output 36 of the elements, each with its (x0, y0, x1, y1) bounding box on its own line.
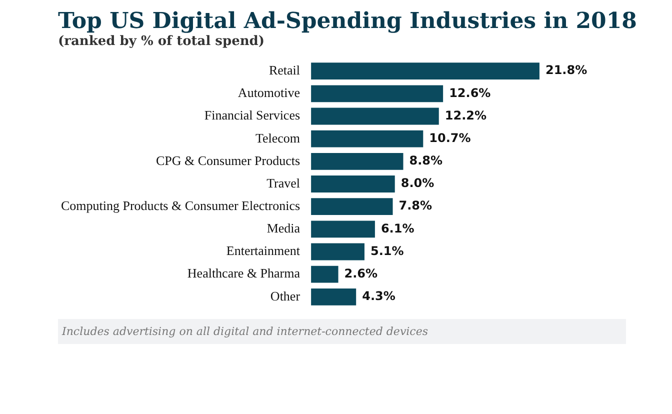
y-tick-label: Travel (266, 175, 300, 190)
bar (311, 85, 444, 102)
chart-title: Top US Digital Ad-Spending Industries in 2018 (58, 8, 638, 34)
data-label: 2.6% (344, 266, 378, 280)
y-tick-label: Computing Products & Consumer Electronics (60, 198, 300, 214)
y-tick-label: Media (266, 220, 300, 236)
data-label: 5.1% (370, 244, 404, 258)
y-tick-label: Healthcare & Pharma (187, 266, 300, 281)
data-label: 21.8% (545, 63, 588, 78)
text: (ranked by % of total spend) (58, 34, 266, 49)
bar (311, 130, 424, 148)
data-label: 6.1% (380, 221, 414, 236)
data-label: 10.7% (429, 130, 471, 145)
data-label: 8.8% (409, 154, 443, 168)
y-tick-label: Financial Services (204, 108, 300, 123)
bar (311, 62, 540, 80)
bar (311, 108, 439, 125)
data-label: 8.0% (400, 176, 434, 190)
bar (311, 288, 356, 306)
data-label: 12.2% (444, 108, 487, 122)
data-label: 4.3% (362, 289, 396, 304)
bar (311, 243, 364, 260)
y-tick-label: Other (270, 288, 301, 304)
y-tick-label: Automotive (238, 85, 300, 100)
y-tick-label: Entertainment (226, 243, 300, 258)
bar (311, 176, 395, 192)
bar (311, 152, 404, 170)
data-label: 7.8% (398, 198, 432, 213)
y-tick-label: Telecom (255, 130, 300, 146)
y-tick-label: CPG & Consumer Products (156, 152, 300, 168)
text: Includes advertising on all digital and internet-connected devices (58, 319, 626, 344)
data-label: 12.6% (449, 86, 491, 100)
y-tick-label: Retail (268, 62, 300, 78)
bar (311, 198, 393, 216)
bar (311, 220, 375, 238)
bar (311, 266, 338, 283)
